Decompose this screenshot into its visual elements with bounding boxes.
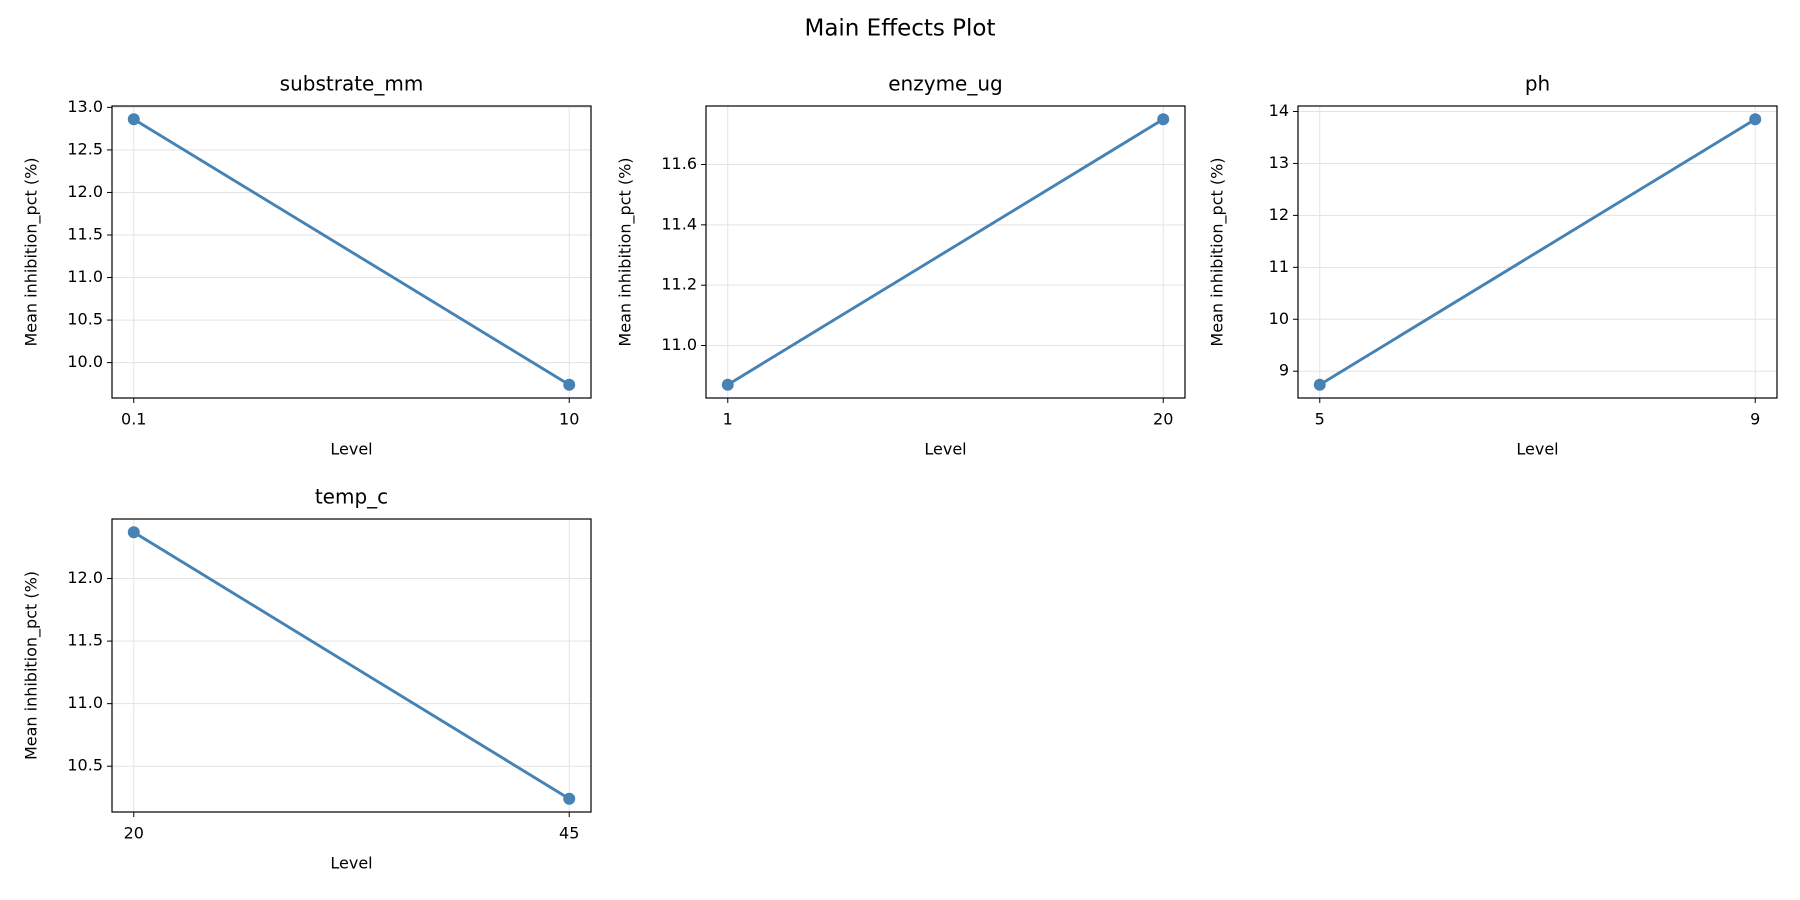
y-tick-label: 11: [1269, 257, 1289, 276]
y-tick-label: 10.5: [67, 756, 103, 775]
y-axis-label: Mean inhibition_pct (%): [22, 157, 42, 346]
x-tick-label: 45: [559, 824, 579, 843]
y-tick-label: 13: [1269, 153, 1289, 172]
data-marker: [563, 792, 576, 805]
y-tick-label: 10.5: [67, 310, 103, 329]
y-tick-label: 11.5: [67, 224, 103, 243]
data-line: [1319, 118, 1756, 386]
subplot: 11.0 11.2 11.4 11.6 1 20 enzyme_ug Level Mean in…: [616, 72, 1186, 459]
subplot: 10.0 10.5 11.0 11.5 12.0 12.5 13.0 0.1 10 substra…: [22, 72, 592, 459]
data-marker: [127, 526, 140, 539]
y-tick-label: 11.0: [661, 335, 697, 354]
axes-frame: [1297, 105, 1778, 399]
data-marker: [127, 113, 140, 126]
subplot-title: substrate_mm: [280, 72, 424, 96]
y-tick-label: 11.0: [67, 267, 103, 286]
data-marker: [721, 378, 734, 391]
x-tick-label: 20: [1153, 410, 1173, 429]
y-tick-label: 11.4: [661, 214, 697, 233]
axes-frame: [111, 105, 592, 399]
y-tick-label: 12.5: [67, 139, 103, 158]
subplot: 10.5 11.0 11.5 12.0 20 45 temp_c Level Mean inhi…: [22, 485, 592, 873]
subplot-title: enzyme_ug: [888, 72, 1002, 96]
x-axis-label: Level: [1516, 440, 1558, 459]
y-tick-label: 13.0: [67, 97, 103, 116]
y-tick-label: 10: [1269, 309, 1289, 328]
y-tick-label: 12.0: [67, 568, 103, 587]
y-tick-label: 12.0: [67, 182, 103, 201]
y-tick-label: 9: [1279, 361, 1289, 380]
y-tick-label: 14: [1269, 101, 1289, 120]
axes-frame: [705, 105, 1186, 399]
x-tick-label: 9: [1750, 410, 1760, 429]
x-axis-label: Level: [330, 854, 372, 873]
x-tick-label: 10: [559, 410, 579, 429]
data-line: [133, 531, 570, 800]
subplot-title: temp_c: [315, 485, 388, 509]
y-tick-label: 11.0: [67, 693, 103, 712]
x-tick-label: 1: [723, 410, 733, 429]
data-line: [727, 118, 1164, 386]
y-tick-label: 10.0: [67, 352, 103, 371]
data-line: [133, 118, 570, 386]
data-marker: [1157, 113, 1170, 126]
x-tick-label: 5: [1315, 410, 1325, 429]
x-tick-label: 0.1: [121, 410, 146, 429]
x-axis-label: Level: [924, 440, 966, 459]
y-axis-label: Mean inhibition_pct (%): [616, 157, 636, 346]
y-tick-label: 12: [1269, 205, 1289, 224]
data-marker: [1749, 113, 1762, 126]
y-axis-label: Mean inhibition_pct (%): [1208, 157, 1228, 346]
y-axis-label: Mean inhibition_pct (%): [22, 571, 42, 760]
figure-title: Main Effects Plot: [804, 16, 995, 42]
x-tick-label: 20: [124, 824, 144, 843]
subplot-title: ph: [1525, 72, 1550, 96]
axes-frame: [111, 518, 592, 813]
x-axis-label: Level: [330, 440, 372, 459]
subplot: 9 10 11 12 13 14 5 9 ph Level Mean inhibition_pct …: [1208, 72, 1778, 459]
y-tick-label: 11.5: [67, 631, 103, 650]
data-marker: [563, 378, 576, 391]
y-tick-label: 11.6: [661, 154, 697, 173]
data-marker: [1313, 378, 1326, 391]
y-tick-label: 11.2: [661, 275, 697, 294]
